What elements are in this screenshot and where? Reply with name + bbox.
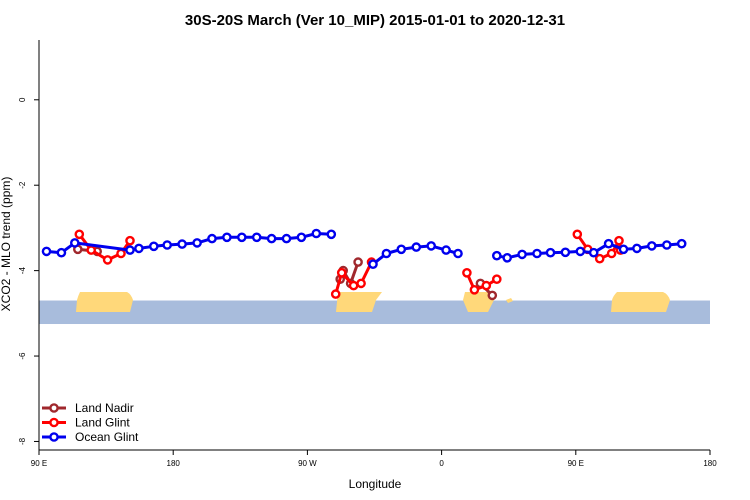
data-point	[353, 257, 363, 267]
data-point	[481, 280, 492, 291]
data-point	[207, 233, 217, 244]
data-point	[125, 235, 135, 246]
data-point	[491, 250, 502, 261]
data-point	[411, 242, 422, 252]
data-point	[102, 255, 113, 265]
data-point	[236, 232, 247, 243]
data-point	[575, 246, 586, 257]
data-point	[647, 241, 657, 251]
data-point	[502, 252, 513, 263]
legend-marker	[49, 417, 59, 428]
data-point	[469, 284, 480, 295]
data-point	[74, 229, 85, 240]
data-point	[162, 240, 172, 250]
x-tick-label: 0	[439, 459, 444, 468]
data-point	[41, 246, 52, 257]
data-point	[192, 238, 202, 248]
data-point	[326, 229, 337, 240]
data-point	[588, 247, 599, 258]
chart-title: 30S-20S March (Ver 10_MIP) 2015-01-01 to…	[185, 12, 565, 29]
x-tick-label: 90 E	[31, 459, 47, 468]
data-point	[453, 248, 463, 259]
y-axis: 0 -2 -4 -6 -8	[18, 97, 39, 445]
data-point	[560, 247, 571, 258]
x-tick-label: 180	[703, 459, 717, 468]
data-point	[266, 233, 277, 244]
y-tick-label: -4	[18, 267, 27, 275]
y-tick-label: -2	[18, 181, 27, 189]
data-point	[70, 238, 80, 248]
data-point	[487, 290, 498, 301]
data-point	[86, 245, 96, 255]
data-point	[462, 267, 472, 278]
legend-label: Land Nadir	[75, 401, 134, 415]
series-ocean-glint	[41, 228, 687, 270]
data-point	[251, 232, 262, 243]
legend-marker	[49, 432, 59, 442]
x-tick-label: 90 E	[568, 459, 584, 468]
plot-frame	[38, 40, 710, 451]
data-point	[572, 229, 583, 240]
y-tick-label: -8	[18, 437, 27, 445]
data-point	[281, 233, 292, 244]
data-point	[125, 245, 135, 255]
data-point	[356, 278, 366, 289]
x-tick-label: 90 W	[298, 459, 317, 468]
data-point	[56, 247, 67, 258]
series-line	[465, 271, 499, 292]
data-point	[532, 248, 542, 259]
x-axis: 90 E 180 90 W 0 90 E 180	[31, 450, 717, 468]
map-land-3	[463, 292, 494, 312]
map-land-4	[506, 298, 513, 303]
data-point	[296, 232, 307, 243]
data-point	[426, 241, 437, 251]
data-point	[381, 248, 392, 259]
data-point	[614, 235, 624, 246]
data-point	[311, 228, 322, 239]
data-point	[396, 244, 407, 255]
data-point	[441, 245, 451, 255]
map-ocean	[39, 300, 710, 325]
data-point	[618, 244, 629, 255]
y-tick-label: 0	[18, 97, 27, 102]
data-point	[491, 274, 502, 285]
legend-label: Land Glint	[75, 416, 130, 430]
data-point	[676, 238, 687, 249]
legend-item-land-glint: Land Glint	[42, 416, 130, 430]
legend-item-ocean-glint: Ocean Glint	[42, 430, 139, 444]
data-point	[603, 238, 614, 249]
data-point	[594, 253, 605, 264]
data-point	[545, 247, 556, 258]
legend-label: Ocean Glint	[75, 430, 139, 444]
data-point	[148, 241, 159, 252]
map-land-5	[611, 292, 670, 312]
data-point	[336, 267, 347, 278]
data-point	[330, 289, 341, 299]
data-point	[632, 243, 642, 254]
map-land-1	[76, 292, 133, 312]
legend-item-land-nadir: Land Nadir	[42, 401, 134, 415]
y-axis-label: XCO2 - MLO trend (ppm)	[0, 177, 13, 312]
legend-marker	[49, 403, 59, 413]
data-point	[368, 259, 378, 270]
data-point	[348, 280, 359, 291]
data-point	[134, 243, 144, 254]
data-point	[662, 240, 672, 250]
x-tick-label: 180	[167, 459, 181, 468]
data-point	[517, 249, 527, 260]
x-axis-label: Longitude	[349, 477, 402, 491]
data-point	[222, 232, 232, 243]
data-point	[606, 248, 617, 259]
map-land-2	[336, 292, 382, 312]
y-tick-label: -6	[18, 352, 27, 360]
data-point	[177, 239, 187, 249]
data-point	[116, 248, 126, 259]
map-band	[39, 292, 710, 325]
series-layer	[41, 228, 687, 301]
